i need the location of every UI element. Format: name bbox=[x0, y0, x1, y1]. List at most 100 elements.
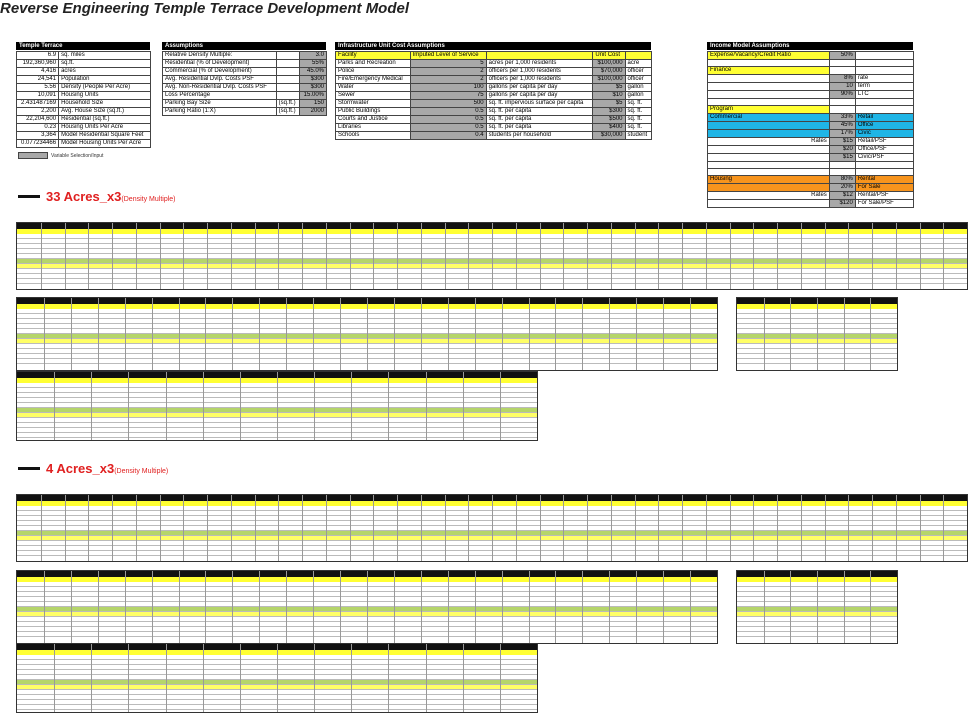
grid-column-line bbox=[91, 372, 93, 440]
grid-column-line bbox=[658, 495, 660, 561]
cell-label: Commercial (% of Development) bbox=[165, 68, 252, 75]
empty-cell bbox=[707, 90, 830, 99]
grid-column-line bbox=[800, 223, 802, 289]
grid-column-line bbox=[277, 644, 278, 712]
col-header: Imputed Level of Service bbox=[412, 52, 479, 59]
grid-column-line bbox=[239, 372, 241, 440]
los-value-cell: 2 bbox=[409, 67, 487, 76]
grid-column-line bbox=[563, 495, 565, 561]
grid-column-line bbox=[397, 223, 398, 289]
label-cell: Retail bbox=[854, 113, 915, 122]
value-cell: 4,416 bbox=[15, 67, 60, 76]
label-cell: Housing bbox=[707, 175, 830, 184]
cell-unit: (sq.ft.) bbox=[278, 100, 296, 107]
empty-cell bbox=[707, 121, 830, 130]
label-cell: term bbox=[854, 82, 915, 91]
label-cell: Parking Ratio (1:X) bbox=[162, 107, 277, 116]
grid-column-line bbox=[895, 223, 897, 289]
cell-value: 10 bbox=[846, 83, 853, 90]
table-row: 24,541 Population bbox=[15, 75, 151, 84]
empty-cell bbox=[828, 105, 856, 114]
cost-cell: $10 bbox=[592, 91, 626, 100]
grid-column-line bbox=[54, 644, 56, 712]
facility-cell: Public Buildings bbox=[335, 107, 411, 116]
cell-label: Residential (% of Development) bbox=[165, 60, 250, 67]
grid-column-line bbox=[444, 495, 446, 561]
cell-unit: sq. ft. bbox=[627, 100, 643, 107]
grid-column-line bbox=[124, 298, 126, 370]
grid-column-line bbox=[501, 298, 503, 370]
table-row: 5.56 Density (People Per Acre) bbox=[15, 83, 151, 92]
grid-column-line bbox=[277, 372, 278, 440]
cell-value: 2 bbox=[480, 68, 484, 75]
cell-label: Finance bbox=[710, 67, 732, 74]
table-row: $20 Office/PSF bbox=[707, 145, 915, 154]
value-cell: $300 bbox=[299, 75, 327, 84]
cell-label: term bbox=[857, 83, 870, 90]
cell-value: 45.0% bbox=[306, 68, 324, 75]
grid-column-line bbox=[230, 223, 232, 289]
section-heading-1-sub: (Density Multiple) bbox=[121, 196, 176, 203]
facility-cell: Schools bbox=[335, 131, 411, 140]
label-cell: rate bbox=[854, 74, 915, 83]
cell-label: Avg. Residential Dvlp. Costs PSF bbox=[165, 76, 254, 83]
grid-column-line bbox=[88, 223, 90, 289]
label-cell: Rental/PSF bbox=[854, 191, 915, 200]
grid-column-line bbox=[64, 495, 66, 561]
grid-column-line bbox=[492, 223, 493, 289]
grid-column-line bbox=[824, 495, 826, 561]
table-row: 20% For Sale bbox=[707, 183, 915, 192]
unit-cell bbox=[275, 75, 301, 84]
cell-unit: sq. ft. bbox=[627, 108, 643, 115]
grid-column-line bbox=[663, 571, 665, 643]
grid-column-line bbox=[159, 495, 161, 561]
grid-column-line bbox=[610, 495, 612, 561]
table-row: 10 term bbox=[707, 82, 915, 91]
grid-column-line bbox=[729, 223, 731, 289]
cost-cell: $100,000 bbox=[592, 59, 626, 68]
grid-column-line bbox=[43, 298, 45, 370]
cell-value: 15.00% bbox=[303, 92, 324, 99]
cell-value: 150 bbox=[313, 100, 324, 107]
cell-value: 192,360,960 bbox=[22, 60, 57, 67]
cell-unit: acre bbox=[627, 60, 640, 67]
empty-cell bbox=[828, 66, 856, 75]
cell-value: $300 bbox=[310, 84, 324, 91]
facility-cell: Libraries bbox=[335, 123, 411, 132]
grid-column-line bbox=[165, 644, 167, 712]
cell-label: Loss Percentage bbox=[165, 92, 211, 99]
cell-unit: sq. ft. per capita bbox=[488, 116, 532, 123]
grid-column-line bbox=[582, 298, 584, 370]
grid-column-line bbox=[351, 644, 353, 712]
cell-unit: sq. ft. per capita bbox=[488, 108, 532, 115]
grid-column-line bbox=[462, 644, 464, 712]
los-unit-cell: officers per 1,000 residents bbox=[485, 67, 594, 76]
grid-column-line bbox=[539, 223, 541, 289]
empty-cell bbox=[707, 59, 830, 67]
cost-unit-cell: sq. ft. bbox=[624, 107, 653, 116]
grid-column-line bbox=[848, 223, 850, 289]
grid-column-line bbox=[151, 298, 153, 370]
empty-cell bbox=[707, 183, 830, 192]
table-row: Finance bbox=[707, 66, 915, 75]
value-cell: 8% bbox=[828, 74, 856, 83]
grid-column-line bbox=[729, 495, 731, 561]
cell-value: 500 bbox=[473, 100, 484, 107]
grid-column-line bbox=[230, 495, 232, 561]
cell-value: 2000 bbox=[310, 108, 324, 115]
cell-unit: officers per 1,000 residents bbox=[488, 68, 561, 75]
cell-unit: students per household bbox=[488, 132, 552, 139]
los-value-cell: 0.5 bbox=[409, 115, 487, 124]
cell-label: Office/PSF bbox=[857, 146, 887, 153]
grid-column-line bbox=[425, 644, 427, 712]
cell-label: For Sale/PSF bbox=[857, 200, 894, 207]
table-row: 8% rate bbox=[707, 74, 915, 83]
los-unit-cell: sq. ft. per capita bbox=[485, 107, 594, 116]
cell-label: Commercial bbox=[710, 114, 743, 121]
los-value-cell: 75 bbox=[409, 91, 487, 100]
assumptions-header: Assumptions bbox=[162, 42, 326, 50]
cell-value: 0.23 bbox=[44, 124, 57, 131]
cell-value: $100,000 bbox=[597, 60, 623, 67]
cell-value: 0.077234466 bbox=[21, 140, 57, 147]
table-row: 4,416 acres bbox=[15, 67, 151, 76]
